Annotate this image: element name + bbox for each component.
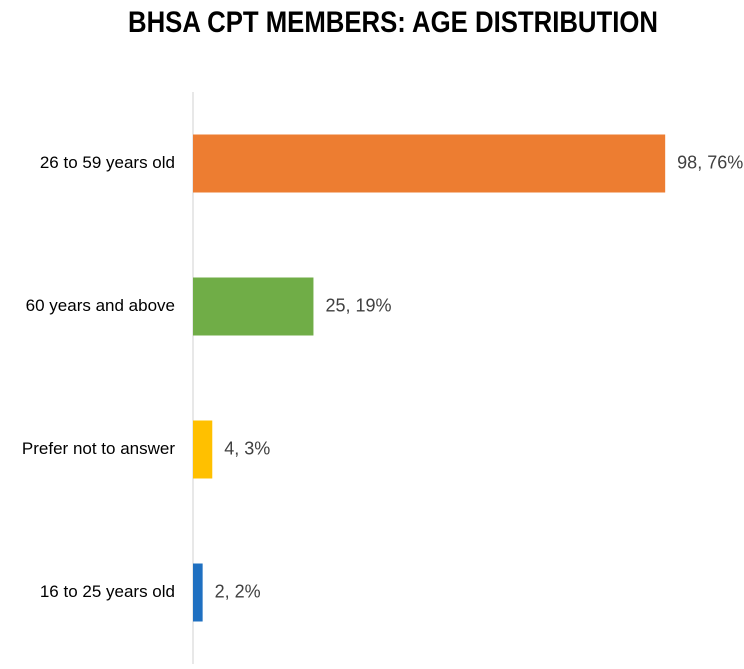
data-label: 98, 76%	[677, 152, 743, 172]
data-label: 4, 3%	[224, 438, 270, 458]
y-tick-label: 60 years and above	[26, 296, 175, 315]
y-tick-label: Prefer not to answer	[22, 439, 175, 458]
chart-title: BHSA CPT MEMBERS: AGE DISTRIBUTION	[128, 6, 658, 39]
bar	[193, 563, 203, 622]
data-label: 25, 19%	[325, 295, 391, 315]
bar	[193, 420, 213, 479]
bar	[193, 134, 666, 193]
bar	[193, 277, 314, 336]
y-tick-label: 16 to 25 years old	[40, 582, 175, 601]
y-tick-label: 26 to 59 years old	[40, 153, 175, 172]
data-label: 2, 2%	[215, 581, 261, 601]
